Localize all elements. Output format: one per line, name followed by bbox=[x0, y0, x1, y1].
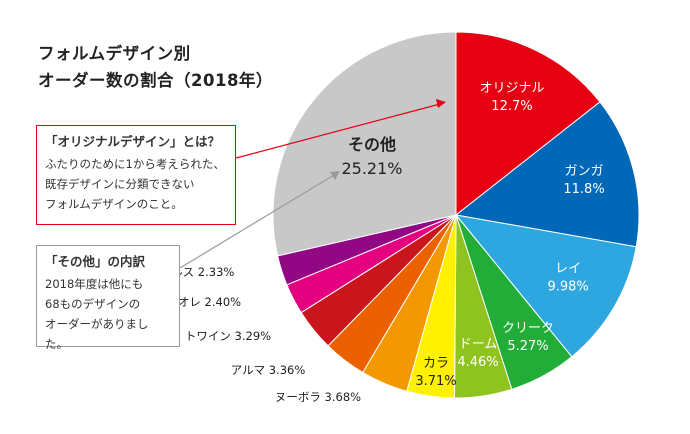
slice-value-0: 12.7% bbox=[491, 99, 532, 114]
chart-title: フォルムデザイン別 オーダー数の割合（2018年） bbox=[38, 40, 273, 94]
original-note-line-3: フォルムデザインのこと。 bbox=[45, 197, 183, 211]
slice-value-5: 3.71% bbox=[415, 374, 456, 389]
connector-original bbox=[235, 103, 441, 159]
slice-11 bbox=[272, 31, 457, 257]
pie-labels: オリジナル 12.7% ガンガ 11.8% レイ 9.98% クリーク 5.27% ドーム 4.4… bbox=[155, 81, 605, 404]
connector-original-arrow bbox=[436, 99, 446, 108]
other-note-line-1: 2018年度は他にも bbox=[45, 277, 144, 291]
original-design-note: 「オリジナルデザイン」とは？ ふたりのために1から考えられた、 既存デザインに分… bbox=[36, 125, 236, 225]
other-breakdown-note: 「その他」の内訳 2018年度は他にも 68ものデザインの オーダーがありました… bbox=[36, 245, 180, 351]
slice-value-2: 9.98% bbox=[547, 280, 588, 295]
other-note-line-2: 68ものデザインの bbox=[45, 297, 141, 311]
other-note-heading: 「その他」の内訳 bbox=[45, 254, 146, 269]
slice-name-1: ガンガ bbox=[565, 164, 604, 179]
slice-0 bbox=[455, 31, 601, 217]
slice-label-6: ヌーボラ 3.68% bbox=[275, 390, 361, 404]
slice-name-0: オリジナル bbox=[479, 81, 544, 96]
connector-lines bbox=[179, 99, 446, 269]
slice-value-1: 11.8% bbox=[563, 182, 604, 197]
connector-other bbox=[179, 174, 335, 269]
slice-2 bbox=[454, 214, 637, 358]
slice-label-8: トワイン 3.29% bbox=[185, 329, 271, 343]
slice-name-2: レイ bbox=[555, 262, 581, 277]
title-line-2: オーダー数の割合（2018年） bbox=[38, 71, 273, 90]
other-note-line-3: オーダーがありました。 bbox=[45, 317, 149, 351]
original-note-heading: 「オリジナルデザイン」とは？ bbox=[45, 134, 221, 149]
connector-other-arrow bbox=[330, 171, 340, 180]
title-line-1: フォルムデザイン別 bbox=[38, 44, 191, 63]
slice-value-11: 25.21% bbox=[341, 159, 402, 178]
slice-value-3: 5.27% bbox=[507, 339, 548, 354]
slice-name-11: その他 bbox=[348, 135, 396, 154]
slice-name-4: ドーム bbox=[459, 337, 498, 352]
slice-label-7: アルマ 3.36% bbox=[231, 363, 306, 377]
slice-name-5: カラ bbox=[423, 356, 449, 371]
original-note-line-1: ふたりのために1から考えられた、 bbox=[45, 157, 225, 171]
slice-name-3: クリーク bbox=[502, 321, 554, 336]
pie-slices bbox=[272, 31, 640, 399]
slice-1 bbox=[454, 101, 640, 248]
original-note-line-2: 既存デザインに分類できない bbox=[45, 177, 195, 191]
slice-value-4: 4.46% bbox=[457, 355, 498, 370]
